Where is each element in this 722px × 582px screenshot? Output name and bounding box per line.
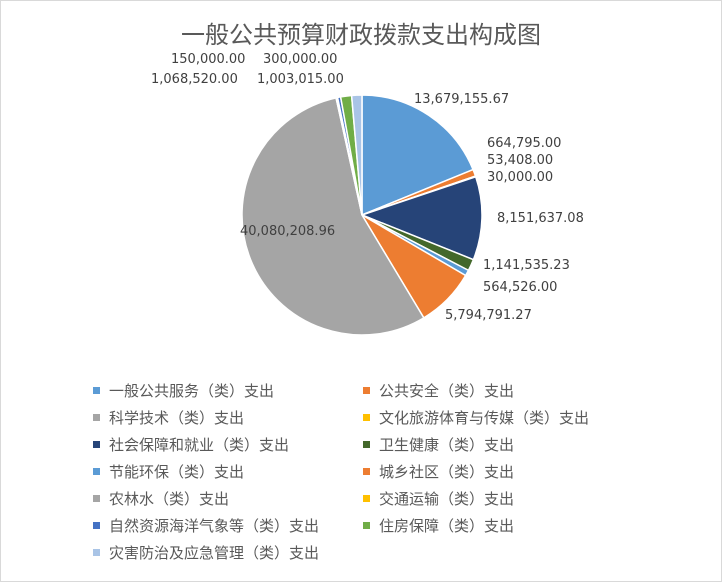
legend-swatch <box>363 440 370 448</box>
data-label: 150,000.00 <box>171 52 245 67</box>
pie-slice <box>350 94 363 216</box>
legend-label: 文化旅游体育与传媒（类）支出 <box>379 408 590 427</box>
legend-swatch <box>363 494 370 502</box>
legend-swatch <box>93 467 100 475</box>
legend-label: 交通运输（类）支出 <box>379 489 515 508</box>
legend-item: 灾害防治及应急管理（类）支出 <box>93 541 363 563</box>
data-label: 300,000.00 <box>263 52 337 67</box>
legend-item: 社会保障和就业（类）支出 <box>93 433 363 455</box>
legend-swatch <box>93 494 100 502</box>
data-label: 40,080,208.96 <box>240 224 335 239</box>
data-label: 1,003,015.00 <box>257 72 344 87</box>
legend-item: 自然资源海洋气象等（类）支出 <box>93 514 363 536</box>
pie-slice <box>241 96 425 336</box>
data-label: 5,794,791.27 <box>445 308 532 323</box>
legend-label: 科学技术（类）支出 <box>109 408 245 427</box>
legend-item: 农林水（类）支出 <box>93 487 363 509</box>
data-label: 53,408.00 <box>487 153 553 168</box>
legend-swatch <box>363 413 370 421</box>
legend-label: 自然资源海洋气象等（类）支出 <box>109 516 320 535</box>
legend-swatch <box>93 548 100 556</box>
data-label: 13,679,155.67 <box>414 92 509 107</box>
legend-swatch <box>363 467 370 475</box>
data-label: 1,068,520.00 <box>151 72 238 87</box>
legend-label: 农林水（类）支出 <box>109 489 230 508</box>
legend: 一般公共服务（类）支出 公共安全（类）支出科学技术（类）支出 文化旅游体育与传媒（类… <box>93 379 693 563</box>
legend-label: 节能环保（类）支出 <box>109 462 245 481</box>
legend-item: 一般公共服务（类）支出 <box>93 379 363 401</box>
data-label: 1,141,535.23 <box>483 258 570 273</box>
pie-chart: 13,679,155.67 664,795.00 53,408.00 30,000.0… <box>151 52 584 336</box>
legend-swatch <box>363 386 370 394</box>
legend-label: 城乡社区（类）支出 <box>379 462 515 481</box>
data-label: 564,526.00 <box>483 280 557 295</box>
legend-swatch <box>93 386 100 394</box>
legend-item: 节能环保（类）支出 <box>93 460 363 482</box>
legend-item: 卫生健康（类）支出 <box>363 433 663 455</box>
legend-label: 卫生健康（类）支出 <box>379 435 515 454</box>
legend-swatch <box>93 521 100 529</box>
chart-title: 一般公共预算财政拨款支出构成图 <box>181 21 541 49</box>
legend-item: 住房保障（类）支出 <box>363 514 663 536</box>
legend-swatch <box>93 440 100 448</box>
legend-item: 城乡社区（类）支出 <box>363 460 663 482</box>
legend-label: 住房保障（类）支出 <box>379 516 515 535</box>
legend-label: 公共安全（类）支出 <box>379 381 515 400</box>
legend-swatch <box>93 413 100 421</box>
legend-item: 文化旅游体育与传媒（类）支出 <box>363 406 663 428</box>
data-label: 30,000.00 <box>487 170 553 185</box>
legend-label: 灾害防治及应急管理（类）支出 <box>109 543 320 562</box>
pie-slice <box>359 175 483 261</box>
legend-swatch <box>363 521 370 529</box>
data-label: 664,795.00 <box>487 136 561 151</box>
legend-label: 社会保障和就业（类）支出 <box>109 435 290 454</box>
data-label: 8,151,637.08 <box>497 211 584 226</box>
legend-item: 交通运输（类）支出 <box>363 487 663 509</box>
legend-item: 科学技术（类）支出 <box>93 406 363 428</box>
pie-slice <box>361 94 475 217</box>
legend-label: 一般公共服务（类）支出 <box>109 381 275 400</box>
legend-item: 公共安全（类）支出 <box>363 379 663 401</box>
